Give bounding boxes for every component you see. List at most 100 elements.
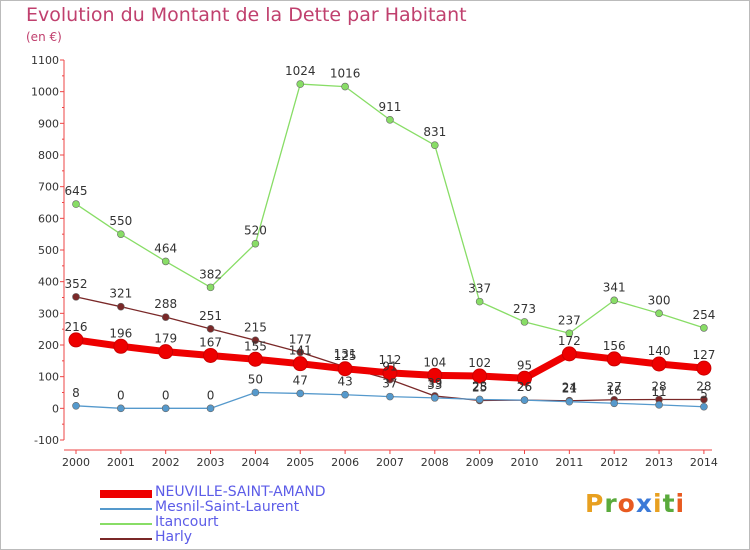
proxiti-logo: Proxiti bbox=[585, 489, 685, 518]
x-tick-label: 2010 bbox=[511, 456, 539, 469]
x-tick-label: 2004 bbox=[241, 456, 269, 469]
chart-title: Evolution du Montant de la Dette par Hab… bbox=[26, 4, 467, 26]
data-label-mesnil-saint-laurent: 0 bbox=[117, 388, 125, 402]
data-point-mesnil-saint-laurent bbox=[565, 397, 574, 406]
data-label-mesnil-saint-laurent: 28 bbox=[472, 379, 487, 393]
data-label-neuville-saint-amand: 112 bbox=[378, 353, 401, 367]
y-tick-label: 700 bbox=[38, 181, 59, 194]
data-point-neuville-saint-amand bbox=[113, 338, 129, 354]
x-tick-label: 2002 bbox=[152, 456, 180, 469]
data-label-mesnil-saint-laurent: 21 bbox=[562, 382, 577, 396]
data-label-neuville-saint-amand: 156 bbox=[603, 339, 626, 353]
x-tick-label: 2012 bbox=[600, 456, 628, 469]
data-point-itancourt bbox=[386, 116, 394, 124]
data-label-itancourt: 254 bbox=[692, 308, 715, 322]
data-label-neuville-saint-amand: 95 bbox=[517, 358, 532, 372]
data-point-harly bbox=[72, 293, 80, 301]
data-label-harly: 91 bbox=[382, 360, 397, 374]
y-tick-label: 300 bbox=[38, 307, 59, 320]
legend-swatch bbox=[100, 538, 152, 540]
data-label-mesnil-saint-laurent: 33 bbox=[427, 378, 442, 392]
data-label-neuville-saint-amand: 104 bbox=[423, 355, 446, 369]
logo-letter: i bbox=[675, 489, 686, 518]
data-point-mesnil-saint-laurent bbox=[610, 399, 619, 408]
data-label-neuville-saint-amand: 155 bbox=[244, 339, 267, 353]
x-tick-label: 2000 bbox=[62, 456, 90, 469]
data-point-itancourt bbox=[610, 296, 619, 305]
legend-label: Harly bbox=[155, 529, 193, 545]
data-label-mesnil-saint-laurent: 16 bbox=[607, 383, 622, 397]
data-point-mesnil-saint-laurent bbox=[296, 389, 305, 398]
data-point-mesnil-saint-laurent bbox=[386, 392, 394, 401]
data-label-harly: 28 bbox=[696, 379, 711, 393]
x-tick-label: 2008 bbox=[421, 456, 449, 469]
x-tick-label: 2003 bbox=[197, 456, 225, 469]
data-point-mesnil-saint-laurent bbox=[117, 404, 125, 413]
data-point-mesnil-saint-laurent bbox=[520, 396, 529, 404]
data-point-harly bbox=[117, 302, 125, 311]
data-point-mesnil-saint-laurent bbox=[251, 388, 260, 397]
data-label-itancourt: 382 bbox=[199, 267, 222, 281]
data-label-neuville-saint-amand: 216 bbox=[65, 320, 88, 334]
data-label-mesnil-saint-laurent: 8 bbox=[72, 386, 80, 400]
data-point-itancourt bbox=[565, 329, 574, 338]
data-point-neuville-saint-amand bbox=[606, 351, 622, 367]
data-label-neuville-saint-amand: 167 bbox=[199, 335, 222, 349]
data-point-itancourt bbox=[117, 230, 125, 238]
data-label-harly: 251 bbox=[199, 309, 222, 323]
data-label-itancourt: 341 bbox=[603, 280, 626, 294]
data-label-itancourt: 464 bbox=[154, 241, 177, 255]
chart-subtitle: (en €) bbox=[26, 30, 62, 44]
data-label-harly: 25 bbox=[472, 380, 487, 394]
data-point-mesnil-saint-laurent bbox=[72, 401, 80, 410]
data-point-itancourt bbox=[206, 283, 215, 292]
legend-label: Mesnil-Saint-Laurent bbox=[155, 499, 300, 515]
data-label-mesnil-saint-laurent: 26 bbox=[517, 380, 532, 394]
data-point-neuville-saint-amand bbox=[292, 356, 308, 372]
data-label-itancourt: 831 bbox=[423, 125, 446, 139]
logo-letter: o bbox=[617, 489, 636, 518]
y-tick-label: 1100 bbox=[31, 54, 59, 67]
data-point-harly bbox=[206, 325, 215, 333]
x-tick-label: 2001 bbox=[107, 456, 135, 469]
data-label-neuville-saint-amand: 127 bbox=[692, 348, 715, 362]
data-label-mesnil-saint-laurent: 5 bbox=[700, 387, 708, 401]
data-label-neuville-saint-amand: 172 bbox=[558, 334, 581, 348]
data-label-harly: 39 bbox=[427, 376, 442, 390]
data-point-neuville-saint-amand bbox=[696, 360, 712, 376]
data-point-neuville-saint-amand bbox=[561, 346, 577, 362]
data-point-itancourt bbox=[341, 82, 349, 91]
legend-label: Itancourt bbox=[155, 514, 219, 530]
data-label-neuville-saint-amand: 196 bbox=[109, 326, 132, 340]
data-point-neuville-saint-amand bbox=[68, 332, 84, 348]
data-label-harly: 28 bbox=[651, 379, 666, 393]
data-label-mesnil-saint-laurent: 0 bbox=[162, 388, 170, 402]
x-tick-label: 2006 bbox=[331, 456, 359, 469]
data-label-harly: 321 bbox=[109, 287, 132, 301]
data-label-harly: 27 bbox=[607, 380, 622, 394]
data-point-itancourt bbox=[475, 297, 484, 306]
series-lines bbox=[68, 80, 712, 413]
data-label-harly: 288 bbox=[154, 297, 177, 311]
y-tick-label: 400 bbox=[38, 276, 59, 289]
data-point-mesnil-saint-laurent bbox=[161, 404, 170, 413]
data-label-harly: 24 bbox=[562, 381, 577, 395]
data-point-itancourt bbox=[655, 309, 663, 318]
data-point-neuville-saint-amand bbox=[651, 356, 667, 372]
y-tick-label: -100 bbox=[34, 434, 59, 447]
data-point-mesnil-saint-laurent bbox=[341, 390, 349, 399]
data-point-neuville-saint-amand bbox=[427, 367, 443, 383]
data-label-itancourt: 1016 bbox=[330, 67, 361, 81]
y-tick-label: 0 bbox=[52, 402, 59, 415]
data-label-mesnil-saint-laurent: 50 bbox=[248, 373, 263, 387]
data-label-harly: 26 bbox=[517, 380, 532, 394]
data-label-neuville-saint-amand: 141 bbox=[289, 344, 312, 358]
data-point-mesnil-saint-laurent bbox=[700, 402, 708, 411]
data-label-mesnil-saint-laurent: 47 bbox=[293, 373, 308, 387]
y-tick-label: 500 bbox=[38, 244, 59, 257]
x-tick-label: 2007 bbox=[376, 456, 404, 469]
data-label-itancourt: 645 bbox=[65, 184, 88, 198]
x-tick-label: 2013 bbox=[645, 456, 673, 469]
data-label-mesnil-saint-laurent: 37 bbox=[382, 377, 397, 391]
x-tick-label: 2009 bbox=[466, 456, 494, 469]
